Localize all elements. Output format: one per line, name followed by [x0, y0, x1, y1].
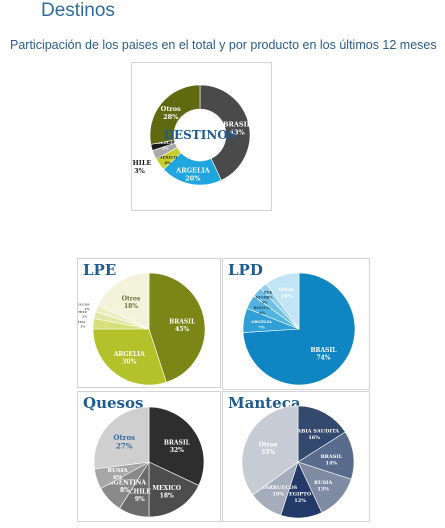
- manteca-value-otros: 35%: [261, 449, 275, 456]
- lpe-value-otros: 18%: [124, 303, 138, 310]
- quesos-slice-otros: [93, 406, 150, 470]
- lpd-chart-frame: LPD BRASIL 74% ARGELIA 7% BOLIVIA 4% NIGERIA 3%…: [222, 258, 370, 390]
- lpe-slice-otros: [97, 272, 150, 330]
- quesos-label-rusia: RUSIA: [108, 468, 129, 474]
- donut-center-label: DESTINOS: [164, 128, 237, 142]
- manteca-label-egipto: EGIPTO: [289, 492, 312, 498]
- destinos-slice-brasil: [199, 84, 251, 181]
- destinos-value-argelia: 20%: [185, 174, 201, 182]
- destinos-value-venezuela: 2%: [162, 145, 169, 150]
- lpe-chart-title: LPE: [83, 261, 116, 279]
- manteca-slice-arabia-saudita: [297, 405, 346, 463]
- quesos-value-mexico: 18%: [160, 492, 174, 499]
- lpd-label-otros: Otros: [279, 287, 295, 293]
- manteca-slice-otros: [241, 405, 299, 496]
- quesos-value-brasil: 32%: [170, 447, 184, 454]
- lpe-slice-argelia: [92, 328, 167, 386]
- destinos-label-chile: CHILE: [132, 159, 151, 167]
- lpe-label-argelia: ARGELIA: [113, 351, 145, 358]
- lpd-chart-title: LPD: [228, 261, 263, 279]
- quesos-value-argentina: 8%: [120, 487, 130, 494]
- lpd-value-bolivia: 4%: [259, 311, 265, 315]
- lpe-pie-chart: LPE BRASIL45%ARGELIA30%PANAMA3%CHILE2%MA…: [78, 261, 206, 386]
- destinos-slice-otros: [149, 84, 201, 145]
- quesos-slice-brasil: [148, 406, 205, 486]
- lpd-slice-otros: [265, 272, 300, 330]
- lpd-value-argelia: 7%: [258, 325, 265, 330]
- lpd-value-nigeria: 3%: [262, 301, 268, 305]
- manteca-pie-chart: Manteca ARABIA SAUDITA16%BRASIL14%RUSIA1…: [228, 394, 355, 519]
- manteca-chart-title: Manteca: [228, 394, 301, 412]
- manteca-value-brasil: 14%: [325, 460, 337, 466]
- lpe-chart-frame: LPE BRASIL45%ARGELIA30%PANAMA3%CHILE2%MA…: [77, 258, 221, 388]
- destinos-value-otros: 28%: [163, 113, 179, 121]
- quesos-label-brasil: BRASIL: [164, 439, 191, 446]
- lpd-value-peru: 2%: [267, 296, 273, 300]
- manteca-label-arabia-saudita: ARABIA SAUDITA: [288, 429, 339, 435]
- lpd-value-otros: 10%: [281, 293, 293, 299]
- quesos-label-mexico: MEXICO: [152, 485, 181, 492]
- lpe-slice-brasil: [148, 272, 206, 383]
- lpe-value-marruecos: 2%: [85, 307, 90, 311]
- manteca-value-egipto: 12%: [294, 498, 306, 504]
- lpd-label-nigeria: NIGERIA: [256, 296, 274, 300]
- lpe-value-argelia: 30%: [122, 359, 136, 366]
- destinos-value-chile: 3%: [134, 167, 146, 175]
- lpd-value-brasil: 74%: [316, 355, 330, 362]
- manteca-label-marruecos: MARRUECOS: [259, 485, 297, 491]
- lpe-value-brasil: 45%: [175, 326, 189, 333]
- quesos-label-chile: CHILE: [129, 489, 151, 496]
- quesos-value-rusia: 6%: [113, 475, 123, 481]
- manteca-label-otros: Otros: [259, 442, 278, 449]
- manteca-value-arabia-saudita: 16%: [308, 435, 320, 441]
- destinos-label-brasil: BRASIL: [223, 121, 252, 129]
- lpe-label-panama: PANAMA: [78, 320, 86, 324]
- lpd-label-bolivia: BOLIVIA: [254, 306, 272, 310]
- page-subtitle: Participación de los paises en el total …: [10, 38, 437, 52]
- destinos-value-brasil: 43%: [229, 129, 245, 137]
- page-heading: Destinos: [41, 0, 115, 21]
- manteca-chart-frame: Manteca ARABIA SAUDITA 16% BRASIL 14% RUSIA 1…: [222, 391, 370, 522]
- quesos-slice-mexico: [148, 461, 200, 518]
- lpe-value-panama: 3%: [80, 324, 85, 328]
- quesos-chart-frame: Quesos BRASIL 32% MEXICO 18% CHILE 9% ARGENTIN…: [77, 391, 221, 522]
- manteca-value-marruecos: 10%: [272, 492, 284, 498]
- lpe-label-marruecos: MARRUECOS: [78, 302, 89, 306]
- lpd-label-peru: PERU: [264, 291, 275, 295]
- lpd-label-argelia: ARGELIA: [250, 319, 273, 324]
- lpe-label-chile: CHILE: [78, 310, 88, 314]
- quesos-chart-title: Quesos: [83, 394, 143, 412]
- destinos-value-mexico: 4%: [164, 160, 171, 165]
- lpd-label-brasil: BRASIL: [310, 347, 337, 354]
- manteca-label-brasil: BRASIL: [320, 454, 342, 460]
- quesos-value-chile: 9%: [135, 496, 145, 503]
- lpe-value-chile: 2%: [82, 315, 87, 319]
- quesos-value-otros: 27%: [116, 442, 133, 451]
- destinos-label-argelia: ARGELIA: [175, 166, 211, 174]
- quesos-label-otros: Otros: [113, 433, 135, 442]
- lpe-label-otros: Otros: [122, 296, 141, 303]
- destinos-label-mexico: MEXICO: [158, 155, 178, 160]
- quesos-label-argentina: ARGENTINA: [103, 480, 147, 487]
- destinos-label-venezuela: VENEZUELA: [150, 140, 180, 145]
- destinos-label-otros: Otros: [161, 105, 181, 113]
- manteca-label-rusia: RUSIA: [314, 480, 332, 486]
- manteca-value-rusia: 13%: [317, 487, 329, 493]
- lpe-label-brasil: BRASIL: [169, 319, 196, 326]
